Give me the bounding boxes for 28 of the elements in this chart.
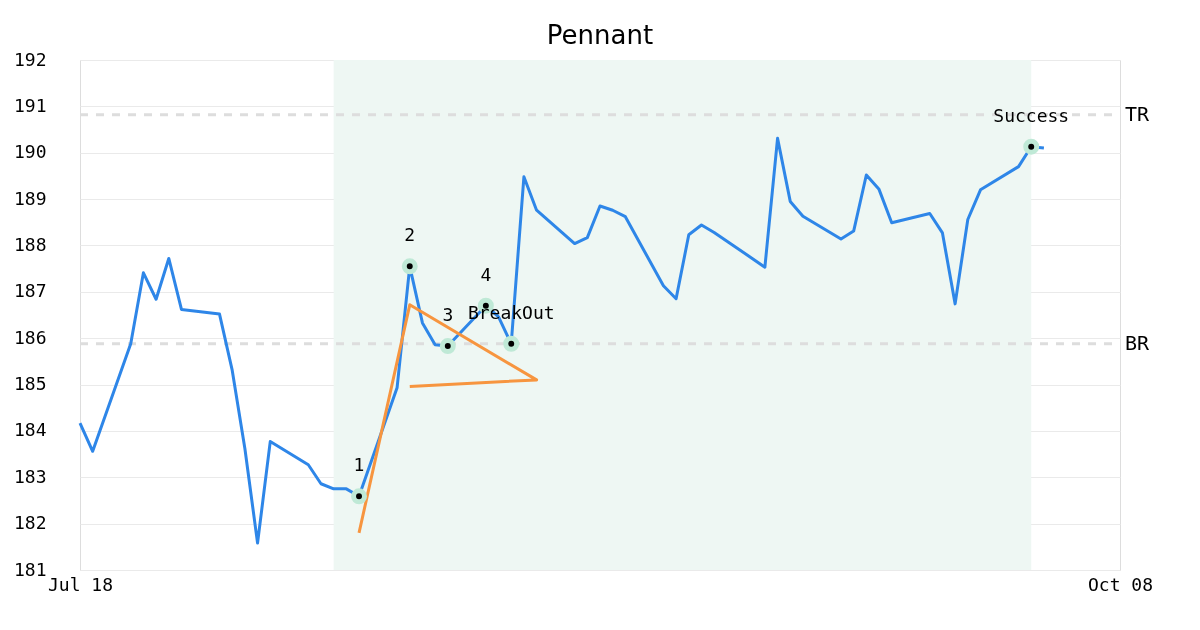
x-tick-label: Oct 08 (1087, 573, 1154, 595)
point (1023, 138, 1040, 155)
ref-line-label: BR (1125, 330, 1151, 355)
annotation: 3 (442, 304, 454, 326)
annotation: 1 (353, 454, 365, 476)
point (351, 488, 367, 505)
y-tick-label: 186 (13, 326, 47, 348)
y-tick-label: 190 (13, 141, 47, 163)
y-tick-label: 181 (13, 558, 47, 580)
point (503, 335, 520, 352)
y-tick-label: 192 (13, 48, 47, 70)
y-tick-label: 187 (13, 280, 47, 302)
y-tick-label: 185 (13, 373, 47, 395)
x-tick-label: Jul 18 (47, 573, 114, 595)
y-tick-label: 184 (13, 419, 47, 441)
annotation: 2 (404, 224, 416, 246)
y-tick-label: 183 (13, 465, 47, 487)
point (439, 338, 456, 355)
annotation: 4 (480, 263, 492, 285)
y-tick-label: 182 (13, 512, 47, 534)
line-series (78, 136, 1046, 545)
annotation: Success (993, 104, 1070, 126)
chart-title: Pennant (546, 20, 654, 50)
ref-line-label: TR (1125, 101, 1151, 126)
y-tick-label: 188 (13, 233, 47, 255)
point (401, 258, 418, 275)
y-tick-label: 189 (13, 187, 47, 209)
y-tick-label: 191 (13, 94, 47, 116)
